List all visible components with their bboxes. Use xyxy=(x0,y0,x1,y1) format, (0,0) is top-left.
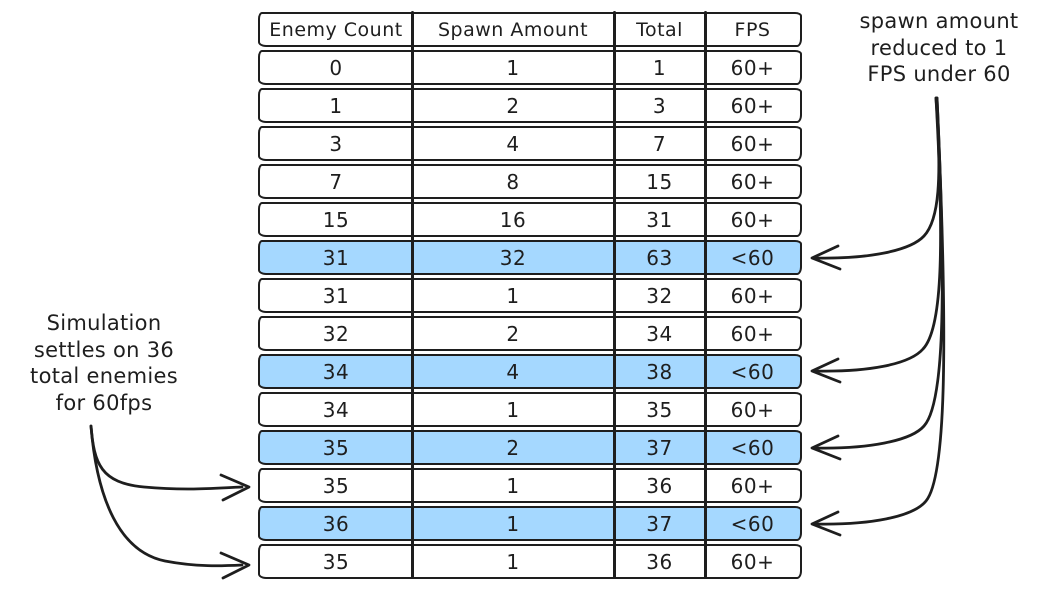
table-cell: 35 xyxy=(322,549,350,574)
table-cell: 15 xyxy=(322,207,350,232)
table-row: 34 1 35 60+ xyxy=(258,392,802,427)
table-cell: 31 xyxy=(646,207,673,232)
table-cell: 60+ xyxy=(730,169,775,194)
table-cell: <60 xyxy=(730,245,775,270)
table-cell: 35 xyxy=(322,435,350,460)
right-arrow-2 xyxy=(810,96,943,384)
table-cell: 60+ xyxy=(730,321,775,346)
table-cell: 37 xyxy=(646,511,673,536)
table-cell: 34 xyxy=(646,321,673,346)
table-cell: 60+ xyxy=(730,207,775,232)
table-cell: 60+ xyxy=(730,473,775,498)
table-cell: 4 xyxy=(506,359,520,384)
table-row-highlighted: 34 4 38 <60 xyxy=(258,354,802,389)
table-row: 32 2 34 60+ xyxy=(258,316,802,351)
table-cell: 36 xyxy=(646,473,673,498)
table-cell: 63 xyxy=(646,245,673,270)
column-header: Spawn Amount xyxy=(437,18,589,41)
table-cell: 15 xyxy=(646,169,673,194)
table-cell: 35 xyxy=(322,473,350,498)
table-cell: 35 xyxy=(646,397,673,422)
table-cell: 16 xyxy=(499,207,527,232)
table-cell: 32 xyxy=(322,321,350,346)
annotation-left-line: total enemies xyxy=(30,364,178,388)
table-cell: 34 xyxy=(322,397,350,422)
table-cell: <60 xyxy=(730,359,775,384)
table-cell: 38 xyxy=(646,359,673,384)
right-arrow-3 xyxy=(810,96,944,461)
table-cell: 31 xyxy=(322,283,350,308)
annotation-right: spawn amount reduced to 1 FPS under 60 xyxy=(847,8,1031,88)
table-cell: 1 xyxy=(506,55,520,80)
table-cell: 4 xyxy=(506,131,520,156)
table-cell: 32 xyxy=(646,283,673,308)
table-row: 7 8 15 60+ xyxy=(258,164,802,199)
table-cell: 36 xyxy=(322,511,350,536)
right-arrow-4 xyxy=(810,96,946,537)
table-cell: 0 xyxy=(329,55,343,80)
table-cell: 60+ xyxy=(730,93,775,118)
table-cell: 60+ xyxy=(730,549,775,574)
annotation-right-line: spawn amount xyxy=(859,9,1019,33)
table-row-highlighted: 31 32 63 <60 xyxy=(258,240,802,275)
table-row: 0 1 1 60+ xyxy=(258,50,802,85)
table-cell: 1 xyxy=(506,473,520,498)
table-cell: 7 xyxy=(652,131,667,156)
table-row-highlighted: 35 2 37 <60 xyxy=(258,430,802,465)
annotation-right-line: reduced to 1 xyxy=(870,35,1008,60)
column-divider xyxy=(411,11,414,578)
table-header-row: Enemy Count Spawn Amount Total FPS xyxy=(258,12,802,47)
table-cell: 1 xyxy=(506,397,520,422)
column-divider xyxy=(704,11,707,578)
table-cell: 31 xyxy=(322,245,350,270)
table-row: 35 1 36 60+ xyxy=(258,544,802,579)
left-arrow-top xyxy=(89,424,251,502)
column-header: Total xyxy=(636,18,683,41)
table-cell: 2 xyxy=(506,435,520,460)
table-cell: <60 xyxy=(730,435,775,460)
annotation-left: Simulation settles on 36 total enemies f… xyxy=(16,310,192,416)
annotation-left-line: Simulation xyxy=(46,311,162,335)
table-cell: 1 xyxy=(506,511,520,536)
column-divider xyxy=(613,11,616,578)
annotation-left-line: settles on 36 xyxy=(33,337,175,362)
simulation-table: Enemy Count Spawn Amount Total FPS 0 1 1 60+ 1 2… xyxy=(258,11,802,579)
table-cell: 7 xyxy=(329,169,343,194)
table-cell: <60 xyxy=(730,511,775,536)
table-row: 3 4 7 60+ xyxy=(258,126,802,161)
table-cell: 3 xyxy=(329,131,343,156)
right-arrow-1 xyxy=(810,96,941,271)
table-row-highlighted: 36 1 37 <60 xyxy=(258,506,802,541)
table-cell: 60+ xyxy=(730,55,775,80)
table-cell: 60+ xyxy=(730,283,775,308)
table-cell: 1 xyxy=(652,55,667,80)
table-cell: 60+ xyxy=(730,131,775,156)
table-cell: 2 xyxy=(506,93,520,118)
column-header: Enemy Count xyxy=(269,18,403,41)
left-arrow-bottom xyxy=(89,424,251,580)
table-cell: 60+ xyxy=(730,397,775,422)
table-cell: 37 xyxy=(646,435,673,460)
table-row: 31 1 32 60+ xyxy=(258,278,802,313)
table-cell: 1 xyxy=(506,549,520,574)
table-cell: 3 xyxy=(652,93,667,118)
table-cell: 1 xyxy=(506,283,520,308)
table-cell: 2 xyxy=(506,321,520,346)
table-row: 1 2 3 60+ xyxy=(258,88,802,123)
table-cell: 8 xyxy=(506,169,520,194)
table-cell: 32 xyxy=(499,245,527,270)
table-row: 15 16 31 60+ xyxy=(258,202,802,237)
table-cell: 1 xyxy=(329,93,343,118)
column-header: FPS xyxy=(734,18,771,41)
annotation-left-line: for 60fps xyxy=(55,390,153,415)
table-cell: 34 xyxy=(322,359,350,384)
table-row: 35 1 36 60+ xyxy=(258,468,802,503)
annotation-right-line: FPS under 60 xyxy=(867,62,1011,86)
table-cell: 36 xyxy=(646,549,673,574)
